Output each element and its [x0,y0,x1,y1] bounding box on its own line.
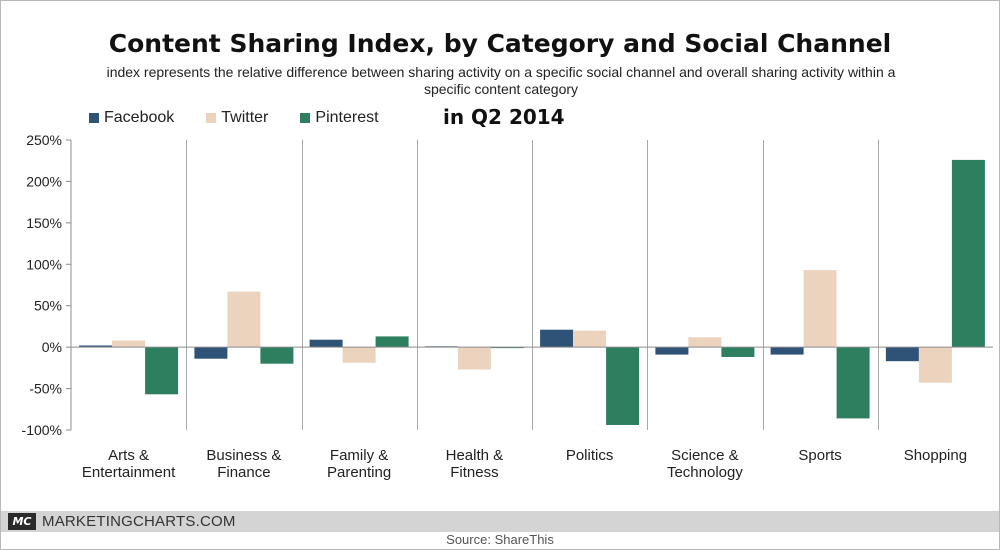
x-tick-label-line: Fitness [450,464,498,481]
x-tick-label-line: Parenting [327,464,391,481]
chart-title: Content Sharing Index, by Category and S… [108,29,892,58]
bar-twitter [342,347,376,363]
y-tick-label: 250% [26,132,62,148]
bar-pinterest [260,347,294,364]
x-tick-label-line: Finance [217,464,270,481]
legend-label-facebook: Facebook [104,109,175,126]
legend-label-pinterest: Pinterest [315,109,379,126]
x-tick-label-line: Entertainment [82,464,176,481]
chart-period: in Q2 2014 [443,105,565,129]
bar-twitter [227,291,261,348]
bar-twitter [918,347,952,383]
chart-subtitle: index represents the relative difference… [106,64,896,97]
x-tick-label: Business & Finance [206,447,281,481]
x-tick-label-line: Politics [566,447,614,464]
bar-facebook [770,347,804,355]
source-note: Source: ShareThis [446,532,554,547]
y-tick-label: -100% [22,422,62,438]
bar-twitter [457,347,491,370]
bar-pinterest [606,347,640,425]
bar-facebook [79,345,113,348]
legend: Facebook Twitter Pinterest [89,107,411,129]
x-tick-label: Family & Parenting [327,447,391,481]
legend-item-facebook: Facebook [89,109,174,127]
x-tick-label-line: Arts & [108,447,149,464]
bar-pinterest [836,347,870,419]
legend-label-twitter: Twitter [221,109,269,126]
legend-swatch-twitter [206,113,217,123]
bar-facebook [194,347,228,359]
bar-pinterest [721,347,755,357]
x-tick-label: Arts & Entertainment [82,447,176,481]
legend-swatch-facebook [89,113,99,123]
bar-facebook [885,347,919,362]
brand-name: MARKETINGCHARTS.COM [42,513,236,530]
bar-pinterest [375,336,409,348]
legend-item-twitter: Twitter [206,109,268,127]
y-tick-label: -50% [29,381,62,397]
x-tick-label-line: Family & [330,447,388,464]
x-tick-label-line: Technology [667,464,743,481]
x-tick-label: Science & Technology [667,447,743,481]
bar-pinterest [951,159,985,348]
x-tick-label: Health & Fitness [446,447,504,481]
bar-facebook [655,347,689,355]
x-tick-label-line: Shopping [904,447,967,464]
x-tick-label: Politics [566,447,614,464]
x-tick-label-line: Science & [671,447,739,464]
x-tick-label-line: Health & [446,447,504,464]
legend-item-pinterest: Pinterest [300,109,379,127]
bar-pinterest [145,347,179,395]
bar-chart: -100% -50% 0% 50% 100% 150% 200% 250% Arts & Ente… [22,132,993,481]
x-tick-label: Shopping [904,447,967,464]
bar-twitter [803,270,837,348]
y-tick-label: 150% [26,215,62,231]
mc-logo-badge: MC [8,513,36,530]
x-tick-label-line: Business & [206,447,281,464]
x-tick-label: Sports [798,447,841,464]
bar-twitter [688,337,722,348]
bar-facebook [309,339,343,348]
y-tick-label: 100% [26,256,62,272]
y-tick-label: 0% [42,339,62,355]
x-tick-label-line: Sports [798,447,841,464]
footer-bar [1,511,999,532]
y-tick-label: 50% [34,298,62,314]
bar-facebook [540,329,574,348]
legend-swatch-pinterest [300,113,311,123]
bar-twitter [573,330,607,348]
bar-twitter [112,340,146,348]
y-tick-label: 200% [26,173,62,189]
